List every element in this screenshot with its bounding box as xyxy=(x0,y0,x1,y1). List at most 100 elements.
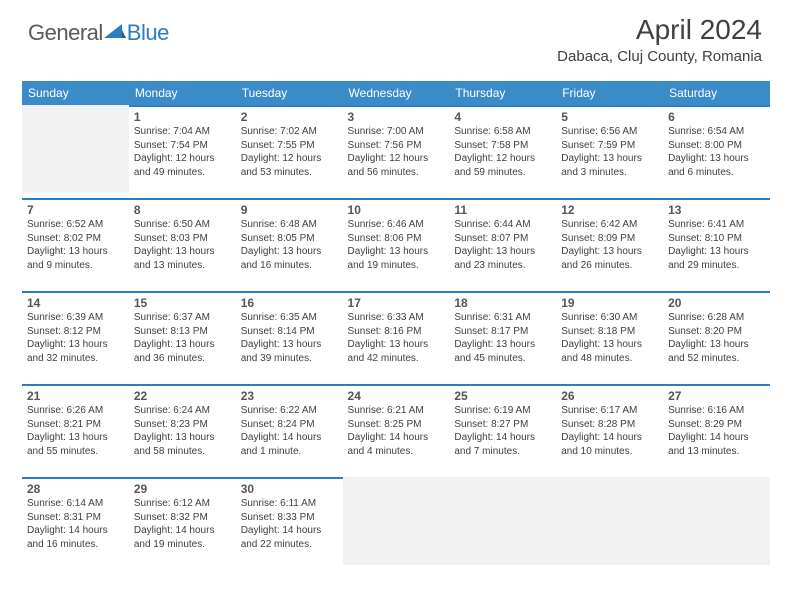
calendar-cell: 10Sunrise: 6:46 AMSunset: 8:06 PMDayligh… xyxy=(343,198,450,286)
day-number: 26 xyxy=(561,389,658,403)
daylight-text: Daylight: 12 hours and 49 minutes. xyxy=(134,152,231,179)
day-cell: 21Sunrise: 6:26 AMSunset: 8:21 PMDayligh… xyxy=(22,384,129,472)
sunrise-text: Sunrise: 6:17 AM xyxy=(561,404,658,418)
sunset-text: Sunset: 8:17 PM xyxy=(454,325,551,339)
calendar-cell xyxy=(343,477,450,565)
sunrise-text: Sunrise: 6:16 AM xyxy=(668,404,765,418)
sunrise-text: Sunrise: 6:54 AM xyxy=(668,125,765,139)
sunrise-text: Sunrise: 7:02 AM xyxy=(241,125,338,139)
calendar-cell: 1Sunrise: 7:04 AMSunset: 7:54 PMDaylight… xyxy=(129,105,236,193)
calendar-row: 7Sunrise: 6:52 AMSunset: 8:02 PMDaylight… xyxy=(22,198,770,286)
sunset-text: Sunset: 7:58 PM xyxy=(454,139,551,153)
calendar-cell: 24Sunrise: 6:21 AMSunset: 8:25 PMDayligh… xyxy=(343,384,450,472)
daylight-text: Daylight: 13 hours and 58 minutes. xyxy=(134,431,231,458)
day-number: 4 xyxy=(454,110,551,124)
day-cell: 17Sunrise: 6:33 AMSunset: 8:16 PMDayligh… xyxy=(343,291,450,379)
daylight-text: Daylight: 12 hours and 53 minutes. xyxy=(241,152,338,179)
day-cell: 13Sunrise: 6:41 AMSunset: 8:10 PMDayligh… xyxy=(663,198,770,286)
day-number: 12 xyxy=(561,203,658,217)
daylight-text: Daylight: 13 hours and 6 minutes. xyxy=(668,152,765,179)
daylight-text: Daylight: 14 hours and 19 minutes. xyxy=(134,524,231,551)
weekday-header: Saturday xyxy=(663,81,770,105)
calendar-cell: 8Sunrise: 6:50 AMSunset: 8:03 PMDaylight… xyxy=(129,198,236,286)
sunset-text: Sunset: 8:02 PM xyxy=(27,232,124,246)
sunrise-text: Sunrise: 6:37 AM xyxy=(134,311,231,325)
sunset-text: Sunset: 7:59 PM xyxy=(561,139,658,153)
day-cell: 7Sunrise: 6:52 AMSunset: 8:02 PMDaylight… xyxy=(22,198,129,286)
calendar-cell: 25Sunrise: 6:19 AMSunset: 8:27 PMDayligh… xyxy=(449,384,556,472)
day-number: 10 xyxy=(348,203,445,217)
sunrise-text: Sunrise: 6:56 AM xyxy=(561,125,658,139)
header-bar: General Blue April 2024 Dabaca, Cluj Cou… xyxy=(0,0,792,73)
sunset-text: Sunset: 8:21 PM xyxy=(27,418,124,432)
sunrise-text: Sunrise: 6:22 AM xyxy=(241,404,338,418)
day-number: 18 xyxy=(454,296,551,310)
daylight-text: Daylight: 13 hours and 48 minutes. xyxy=(561,338,658,365)
calendar-cell: 2Sunrise: 7:02 AMSunset: 7:55 PMDaylight… xyxy=(236,105,343,193)
day-cell: 1Sunrise: 7:04 AMSunset: 7:54 PMDaylight… xyxy=(129,105,236,193)
day-cell: 23Sunrise: 6:22 AMSunset: 8:24 PMDayligh… xyxy=(236,384,343,472)
weekday-header: Sunday xyxy=(22,81,129,105)
sunrise-text: Sunrise: 6:52 AM xyxy=(27,218,124,232)
calendar-cell: 7Sunrise: 6:52 AMSunset: 8:02 PMDaylight… xyxy=(22,198,129,286)
daylight-text: Daylight: 13 hours and 3 minutes. xyxy=(561,152,658,179)
sunset-text: Sunset: 8:31 PM xyxy=(27,511,124,525)
day-number: 9 xyxy=(241,203,338,217)
sunset-text: Sunset: 8:13 PM xyxy=(134,325,231,339)
daylight-text: Daylight: 13 hours and 23 minutes. xyxy=(454,245,551,272)
logo-triangle-icon xyxy=(104,22,126,45)
day-cell: 26Sunrise: 6:17 AMSunset: 8:28 PMDayligh… xyxy=(556,384,663,472)
daylight-text: Daylight: 14 hours and 10 minutes. xyxy=(561,431,658,458)
day-cell: 25Sunrise: 6:19 AMSunset: 8:27 PMDayligh… xyxy=(449,384,556,472)
daylight-text: Daylight: 13 hours and 36 minutes. xyxy=(134,338,231,365)
weekday-header-row: Sunday Monday Tuesday Wednesday Thursday… xyxy=(22,81,770,105)
day-number: 5 xyxy=(561,110,658,124)
sunset-text: Sunset: 8:14 PM xyxy=(241,325,338,339)
calendar-cell: 18Sunrise: 6:31 AMSunset: 8:17 PMDayligh… xyxy=(449,291,556,379)
daylight-text: Daylight: 12 hours and 59 minutes. xyxy=(454,152,551,179)
empty-day xyxy=(556,477,663,565)
daylight-text: Daylight: 13 hours and 52 minutes. xyxy=(668,338,765,365)
calendar-cell xyxy=(663,477,770,565)
daylight-text: Daylight: 14 hours and 16 minutes. xyxy=(27,524,124,551)
day-number: 30 xyxy=(241,482,338,496)
sunset-text: Sunset: 8:16 PM xyxy=(348,325,445,339)
day-number: 15 xyxy=(134,296,231,310)
sunrise-text: Sunrise: 6:44 AM xyxy=(454,218,551,232)
sunrise-text: Sunrise: 6:28 AM xyxy=(668,311,765,325)
day-cell: 12Sunrise: 6:42 AMSunset: 8:09 PMDayligh… xyxy=(556,198,663,286)
sunset-text: Sunset: 8:25 PM xyxy=(348,418,445,432)
daylight-text: Daylight: 13 hours and 39 minutes. xyxy=(241,338,338,365)
day-number: 6 xyxy=(668,110,765,124)
weekday-header: Monday xyxy=(129,81,236,105)
calendar-cell: 22Sunrise: 6:24 AMSunset: 8:23 PMDayligh… xyxy=(129,384,236,472)
day-number: 27 xyxy=(668,389,765,403)
day-cell: 14Sunrise: 6:39 AMSunset: 8:12 PMDayligh… xyxy=(22,291,129,379)
calendar-cell: 12Sunrise: 6:42 AMSunset: 8:09 PMDayligh… xyxy=(556,198,663,286)
sunset-text: Sunset: 8:32 PM xyxy=(134,511,231,525)
calendar-cell: 17Sunrise: 6:33 AMSunset: 8:16 PMDayligh… xyxy=(343,291,450,379)
calendar-row: 28Sunrise: 6:14 AMSunset: 8:31 PMDayligh… xyxy=(22,477,770,565)
daylight-text: Daylight: 13 hours and 29 minutes. xyxy=(668,245,765,272)
month-title: April 2024 xyxy=(557,14,762,46)
daylight-text: Daylight: 13 hours and 9 minutes. xyxy=(27,245,124,272)
calendar-cell: 19Sunrise: 6:30 AMSunset: 8:18 PMDayligh… xyxy=(556,291,663,379)
day-cell: 2Sunrise: 7:02 AMSunset: 7:55 PMDaylight… xyxy=(236,105,343,193)
calendar-cell: 5Sunrise: 6:56 AMSunset: 7:59 PMDaylight… xyxy=(556,105,663,193)
day-cell: 18Sunrise: 6:31 AMSunset: 8:17 PMDayligh… xyxy=(449,291,556,379)
daylight-text: Daylight: 13 hours and 13 minutes. xyxy=(134,245,231,272)
sunset-text: Sunset: 8:33 PM xyxy=(241,511,338,525)
sunset-text: Sunset: 8:00 PM xyxy=(668,139,765,153)
day-cell: 20Sunrise: 6:28 AMSunset: 8:20 PMDayligh… xyxy=(663,291,770,379)
calendar-cell xyxy=(449,477,556,565)
day-cell: 27Sunrise: 6:16 AMSunset: 8:29 PMDayligh… xyxy=(663,384,770,472)
sunset-text: Sunset: 8:18 PM xyxy=(561,325,658,339)
day-cell: 8Sunrise: 6:50 AMSunset: 8:03 PMDaylight… xyxy=(129,198,236,286)
empty-day xyxy=(449,477,556,565)
sunrise-text: Sunrise: 6:41 AM xyxy=(668,218,765,232)
daylight-text: Daylight: 13 hours and 16 minutes. xyxy=(241,245,338,272)
daylight-text: Daylight: 14 hours and 1 minute. xyxy=(241,431,338,458)
daylight-text: Daylight: 12 hours and 56 minutes. xyxy=(348,152,445,179)
day-cell: 24Sunrise: 6:21 AMSunset: 8:25 PMDayligh… xyxy=(343,384,450,472)
sunset-text: Sunset: 8:23 PM xyxy=(134,418,231,432)
